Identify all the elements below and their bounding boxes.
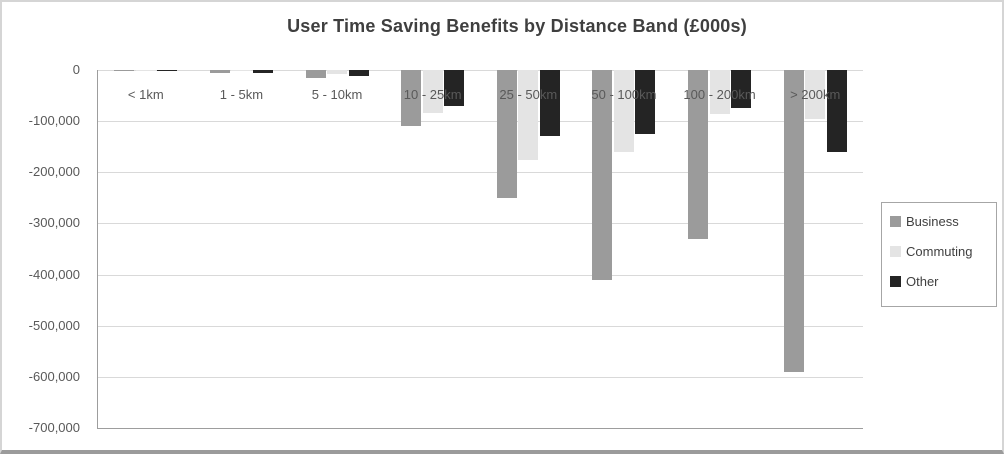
y-tick-label: -700,000 [28,420,80,435]
legend-label: Business [906,214,959,229]
legend-label: Commuting [906,244,973,259]
y-tick-label: -100,000 [28,113,80,129]
legend-item-other[interactable]: Other [890,274,988,289]
category-label: 10 - 25km [403,87,462,102]
category-label: 1 - 5km [219,87,264,102]
gridline [98,70,863,71]
y-tick-label: 0 [72,62,80,77]
bar-business-1[interactable] [114,70,135,71]
bar-business-8[interactable] [783,70,804,372]
category-label: < 1km [127,87,164,102]
bar-other-4[interactable] [444,70,465,106]
gridline [98,121,863,123]
gridline [98,172,863,174]
category-label: 25 - 50km [499,87,558,102]
bar-other-3[interactable] [348,70,369,77]
bar-other-6[interactable] [635,70,656,134]
bar-business-4[interactable] [401,70,422,127]
plot-area: < 1km 1 - 5km 5 - 10km 10 - 25km 25 - 50km 50… [97,70,863,429]
category-label: > 200km [790,87,841,102]
category-label: 5 - 10km [311,87,363,102]
category-label: 50 - 100km [591,87,657,102]
bar-commuting-2[interactable] [231,70,252,72]
bar-commuting-5[interactable] [518,70,539,160]
legend-label: Other [906,274,939,289]
gridline [98,274,863,276]
bar-other-2[interactable] [252,70,273,73]
bar-other-5[interactable] [539,70,560,137]
y-tick-label: -300,000 [28,215,80,231]
bar-business-3[interactable] [305,70,326,78]
gridline [98,325,863,327]
gridline [98,376,863,378]
legend-marker-icon [890,216,901,227]
bar-commuting-6[interactable] [613,70,634,152]
y-tick-label: -200,000 [28,164,80,180]
legend[interactable]: Business Commuting Other [881,202,997,307]
bar-other-8[interactable] [826,70,847,152]
y-tick-label: -500,000 [28,317,80,333]
legend-item-business[interactable]: Business [890,214,988,229]
bar-business-5[interactable] [496,70,517,198]
y-tick-label: -400,000 [28,266,80,282]
legend-marker-icon [890,246,901,257]
legend-item-commuting[interactable]: Commuting [890,244,988,259]
bar-commuting-7[interactable] [709,70,730,115]
bar-other-7[interactable] [731,70,752,109]
y-axis: 0 -100,000 -200,000 -300,000 -400,000 -500,00… [2,2,82,450]
bar-commuting-3[interactable] [327,70,348,74]
bar-commuting-4[interactable] [422,70,443,114]
bar-business-2[interactable] [209,70,230,74]
legend-marker-icon [890,276,901,287]
bar-commuting-8[interactable] [805,70,826,119]
category-label: 100 - 200km [683,87,756,102]
y-tick-label: -600,000 [28,368,80,384]
chart-title[interactable]: User Time Saving Benefits by Distance Ba… [287,16,747,36]
bar-business-7[interactable] [688,70,709,239]
bar-business-6[interactable] [592,70,613,280]
gridline [98,223,863,225]
